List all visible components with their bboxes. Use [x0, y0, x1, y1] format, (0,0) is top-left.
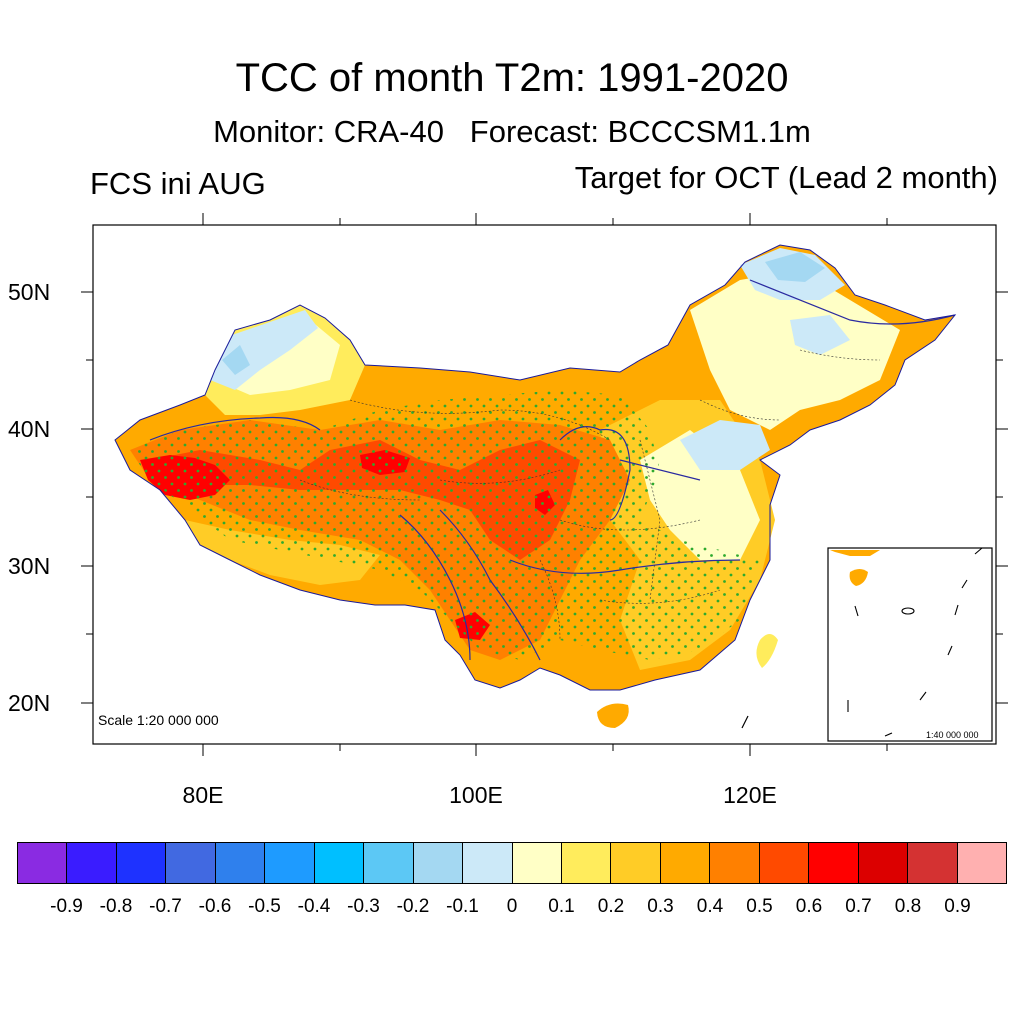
- colorbar-swatch-19: [957, 843, 1007, 883]
- colorbar-swatch-18: [908, 843, 958, 883]
- taiwan-island: [756, 634, 778, 668]
- lon-label-120e: 120E: [723, 782, 777, 808]
- rivers: [149, 279, 956, 661]
- field-light-blue-ne-small: [790, 315, 850, 355]
- field-blue-northeast: [765, 252, 825, 282]
- colorbar-label: 0.6: [795, 896, 823, 917]
- chart-subtitle: Monitor: CRA-40 Forecast: BCCCSM1.1m: [213, 114, 811, 149]
- colorbar-label: -0.7: [149, 896, 182, 917]
- field-pale-yellow-northeast: [690, 270, 900, 430]
- field-blue-northwest: [222, 345, 250, 375]
- colorbar-swatch-5: [265, 843, 315, 883]
- lat-label-20n: 20N: [8, 690, 50, 716]
- colorbar-swatch-0: [18, 843, 68, 883]
- colorbar-swatch-1: [67, 843, 117, 883]
- scale-label: Scale 1:20 000 000: [98, 712, 219, 728]
- colorbar-label: 0.1: [548, 896, 575, 917]
- lat-labels: 50N 40N 30N 20N: [8, 279, 50, 716]
- colorbar-label: 0.3: [647, 896, 674, 917]
- colorbar-swatch-4: [215, 843, 266, 883]
- colorbar-swatch-10: [512, 843, 562, 883]
- lat-tick-marks: [81, 291, 1008, 704]
- target-label: Target for OCT (Lead 2 month): [574, 160, 998, 195]
- lat-label-30n: 30N: [8, 553, 50, 579]
- inset-scale-label: 1:40 000 000: [926, 730, 979, 740]
- colorbar-swatch-8: [413, 843, 464, 883]
- map-area: [114, 244, 957, 729]
- colorbar-label: -0.2: [396, 896, 430, 917]
- colorbar-label: -0.6: [198, 896, 232, 917]
- lon-tick-marks: [202, 213, 888, 756]
- colorbar-swatch-6: [314, 843, 365, 883]
- colorbar-swatch-12: [611, 843, 661, 883]
- colorbar-label: -0.8: [99, 896, 133, 917]
- colorbar-swatch-3: [166, 843, 216, 883]
- colorbar-swatch-14: [710, 843, 760, 883]
- colorbar-swatch-15: [759, 843, 810, 883]
- field-light-blue-north-china: [680, 420, 770, 470]
- chart-title: TCC of month T2m: 1991-2020: [235, 56, 789, 100]
- colorbar-label: -0.4: [297, 896, 331, 917]
- colorbar-label: -0.3: [347, 896, 380, 917]
- colorbar-swatch-11: [561, 843, 612, 883]
- lon-labels: 80E 100E 120E: [183, 782, 777, 808]
- colorbar-label: 0.2: [597, 896, 625, 917]
- lat-label-40n: 40N: [8, 416, 50, 442]
- colorbar-label: 0.8: [894, 896, 922, 917]
- colorbar-label: 0.9: [944, 896, 971, 917]
- colorbar-label: 0: [506, 896, 518, 917]
- colorbar-swatch-13: [660, 843, 711, 883]
- south-china-sea-inset: 1:40 000 000: [827, 547, 993, 742]
- colorbar-swatch-9: [463, 843, 513, 883]
- country-outline: [114, 244, 957, 691]
- colorbar-swatch-16: [809, 843, 859, 883]
- hainan-island: [597, 703, 629, 728]
- significance-stippling: [130, 390, 760, 660]
- colorbar-label: -0.9: [50, 896, 83, 917]
- colorbar-swatch-17: [858, 843, 909, 883]
- colorbar-swatch-7: [364, 843, 414, 883]
- colorbar-label: 0.4: [696, 896, 724, 917]
- south-sea-dashes: [741, 715, 749, 729]
- lon-label-80e: 80E: [183, 782, 224, 808]
- lon-label-100e: 100E: [449, 782, 503, 808]
- colorbar: [17, 842, 1007, 884]
- map-frame: [92, 224, 997, 745]
- colorbar-label: 0.7: [845, 896, 872, 917]
- colorbar-label: -0.5: [248, 896, 281, 917]
- init-label: FCS ini AUG: [90, 166, 266, 201]
- lat-label-50n: 50N: [8, 279, 50, 305]
- colorbar-swatch-2: [116, 843, 167, 883]
- colorbar-label: 0.5: [746, 896, 773, 917]
- colorbar-label: -0.1: [446, 896, 479, 917]
- province-borders: [299, 349, 881, 641]
